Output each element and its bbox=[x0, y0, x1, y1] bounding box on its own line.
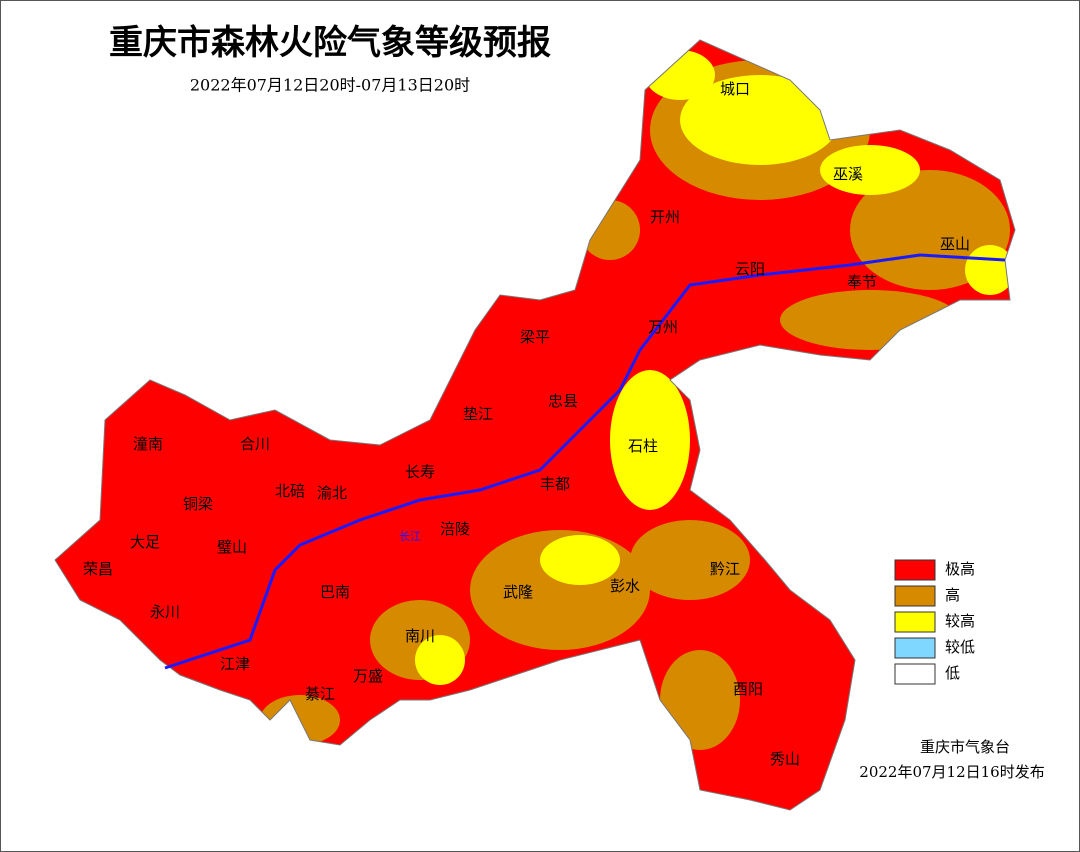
subtitle: 2022年07月12日20时-07月13日20时 bbox=[190, 76, 470, 95]
legend-label: 高 bbox=[945, 586, 960, 604]
title: 重庆市森林火险气象等级预报 bbox=[109, 23, 551, 63]
place-label: 武隆 bbox=[503, 583, 533, 601]
place-label: 南川 bbox=[405, 627, 435, 645]
place-label: 万盛 bbox=[353, 667, 383, 685]
place-label: 丰都 bbox=[540, 475, 570, 493]
place-label: 秀山 bbox=[770, 750, 800, 768]
place-label: 长寿 bbox=[405, 463, 435, 481]
legend-swatch bbox=[894, 637, 936, 659]
place-label: 綦江 bbox=[305, 685, 335, 703]
place-label: 荣昌 bbox=[83, 560, 113, 578]
place-label: 梁平 bbox=[520, 328, 550, 346]
place-label: 合川 bbox=[240, 435, 270, 453]
place-label: 忠县 bbox=[548, 392, 578, 410]
place-label: 奉节 bbox=[847, 273, 877, 291]
place-label: 巫溪 bbox=[833, 165, 863, 183]
legend-label: 极高 bbox=[945, 560, 975, 578]
place-label: 巫山 bbox=[940, 235, 970, 253]
river-label: 长江 bbox=[399, 530, 421, 543]
publisher: 重庆市气象台 bbox=[920, 738, 1010, 756]
legend-swatch bbox=[894, 585, 936, 607]
place-label: 大足 bbox=[130, 533, 160, 551]
legend-swatch bbox=[894, 559, 936, 581]
issue-time: 2022年07月12日16时发布 bbox=[859, 763, 1044, 781]
place-label: 永川 bbox=[150, 603, 180, 621]
place-label: 铜梁 bbox=[183, 495, 213, 513]
place-label: 渝北 bbox=[317, 484, 347, 502]
place-label: 江津 bbox=[220, 655, 250, 673]
place-label: 开州 bbox=[650, 208, 680, 226]
legend-swatch bbox=[894, 611, 936, 633]
legend-label: 较低 bbox=[945, 638, 975, 656]
legend-label: 较高 bbox=[945, 612, 975, 630]
place-label: 黔江 bbox=[710, 560, 740, 578]
place-label: 酉阳 bbox=[733, 680, 763, 698]
place-label: 巴南 bbox=[320, 583, 350, 601]
place-label: 璧山 bbox=[217, 538, 247, 556]
place-label: 北碚 bbox=[275, 482, 305, 500]
yangtze-river bbox=[164, 253, 1006, 670]
place-label: 云阳 bbox=[735, 260, 765, 278]
place-label: 潼南 bbox=[133, 435, 163, 453]
place-label: 涪陵 bbox=[440, 520, 470, 538]
legend-swatch bbox=[894, 663, 936, 685]
place-label: 万州 bbox=[648, 318, 678, 336]
place-label: 彭水 bbox=[610, 577, 640, 595]
place-label: 石柱 bbox=[628, 437, 658, 455]
place-label: 垫江 bbox=[463, 405, 493, 423]
legend-label: 低 bbox=[945, 664, 960, 682]
place-label: 城口 bbox=[720, 80, 750, 98]
